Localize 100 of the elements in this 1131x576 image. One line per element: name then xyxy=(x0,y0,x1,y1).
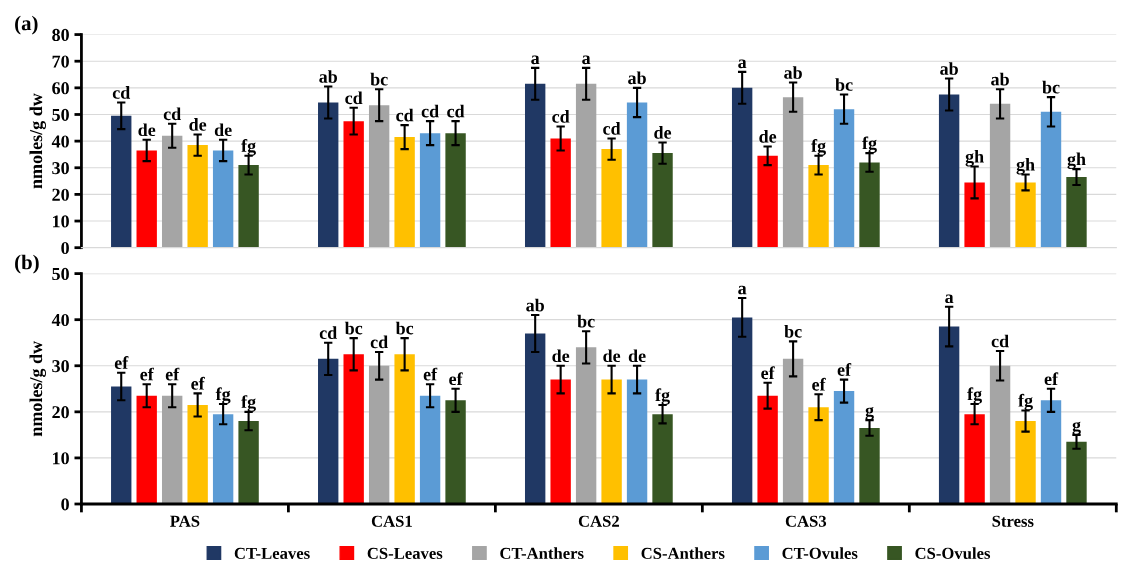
data-label: ef xyxy=(837,363,852,376)
bar xyxy=(731,87,753,248)
y-tick-label: 70 xyxy=(52,55,69,68)
data-label: fg xyxy=(215,387,231,405)
y-tick-label: 60 xyxy=(52,82,69,95)
data-label: de xyxy=(603,349,621,363)
bar xyxy=(575,83,597,248)
data-label: bc xyxy=(577,314,595,328)
legend-label: CT-Ovules xyxy=(782,547,858,560)
legend-label: CT-Anthers xyxy=(500,547,584,559)
bar xyxy=(212,150,234,248)
bar xyxy=(111,386,132,504)
bar xyxy=(212,414,234,504)
bar xyxy=(318,102,339,248)
bar xyxy=(601,379,622,504)
bar xyxy=(136,395,157,504)
data-label: cd xyxy=(447,104,465,118)
data-label: ab xyxy=(526,298,544,312)
y-tick-label: 40 xyxy=(51,135,69,148)
bar xyxy=(394,137,415,248)
bar xyxy=(652,153,673,248)
bar xyxy=(731,317,753,504)
bar xyxy=(652,414,673,504)
x-tick-label: PAS xyxy=(170,515,200,527)
bar xyxy=(601,149,622,248)
data-label: ab xyxy=(940,62,958,75)
data-label: ab xyxy=(991,72,1009,86)
data-label: bc xyxy=(395,321,414,335)
bar xyxy=(757,395,778,504)
y-tick-label: 50 xyxy=(52,267,69,281)
bar xyxy=(989,365,1011,504)
bar xyxy=(368,105,390,248)
bar xyxy=(394,354,415,504)
data-label: cd xyxy=(421,104,439,118)
data-label: bc xyxy=(784,324,802,338)
data-label: cd xyxy=(345,91,363,105)
bar xyxy=(524,83,546,248)
y-tick-label: 0 xyxy=(61,241,69,255)
legend-label: CT-Leaves xyxy=(234,547,310,559)
bar xyxy=(989,103,1011,248)
bar xyxy=(1040,111,1062,248)
data-label: cd xyxy=(319,326,338,340)
bar xyxy=(343,121,364,248)
data-label: gh xyxy=(1016,157,1035,175)
data-label: cd xyxy=(396,108,414,122)
y-tick-label: 50 xyxy=(52,108,69,121)
chart-title: (b) xyxy=(15,254,39,274)
bar xyxy=(1040,400,1062,504)
bar xyxy=(238,421,259,504)
data-label: ef xyxy=(114,356,129,369)
bar xyxy=(368,365,390,504)
data-label: bc xyxy=(1042,80,1060,94)
data-label: de xyxy=(189,118,207,131)
y-tick-label: 10 xyxy=(53,452,69,465)
data-label: ab xyxy=(319,70,338,83)
bar xyxy=(859,427,880,504)
x-tick-label: CAS3 xyxy=(785,515,827,527)
data-label: fg xyxy=(811,139,826,156)
bar xyxy=(808,165,829,248)
bar xyxy=(343,354,364,504)
data-label: fg xyxy=(241,139,256,156)
bar xyxy=(1066,441,1087,504)
data-label: ef xyxy=(140,367,154,381)
data-label: ef xyxy=(1044,372,1059,386)
bar xyxy=(419,133,441,248)
data-label: ef xyxy=(165,367,180,381)
bar xyxy=(757,155,778,248)
y-tick-label: 0 xyxy=(61,498,69,511)
y-tick-label: 40 xyxy=(51,313,69,327)
bar xyxy=(161,395,183,504)
data-label: fg xyxy=(967,387,982,405)
data-label: de xyxy=(759,130,777,143)
data-label: cd xyxy=(112,86,131,99)
bar xyxy=(550,138,571,248)
bar xyxy=(575,347,597,504)
bar xyxy=(938,94,960,248)
data-label: ef xyxy=(761,366,775,380)
y-tick-label: 20 xyxy=(52,406,69,419)
y-tick-label: 30 xyxy=(52,162,69,175)
data-label: fg xyxy=(655,388,670,405)
bar xyxy=(419,395,441,504)
x-tick-label: CAS2 xyxy=(578,515,619,527)
bar xyxy=(187,145,208,248)
data-label: bc xyxy=(344,321,363,335)
data-label: ab xyxy=(784,66,802,79)
bar xyxy=(833,109,855,248)
bar xyxy=(445,400,466,504)
data-label: a xyxy=(582,55,591,65)
data-label: cd xyxy=(991,334,1009,348)
data-label: de xyxy=(654,126,672,139)
y-axis-title: nmoles/g dw xyxy=(29,93,47,189)
data-label: a xyxy=(738,285,747,295)
data-label: ef xyxy=(449,372,463,386)
data-label: gh xyxy=(965,149,984,167)
bar xyxy=(833,391,855,504)
bar xyxy=(1015,182,1036,248)
bar xyxy=(524,333,546,504)
data-label: a xyxy=(738,59,747,69)
data-label: a xyxy=(531,55,540,65)
data-label: bc xyxy=(370,72,388,86)
